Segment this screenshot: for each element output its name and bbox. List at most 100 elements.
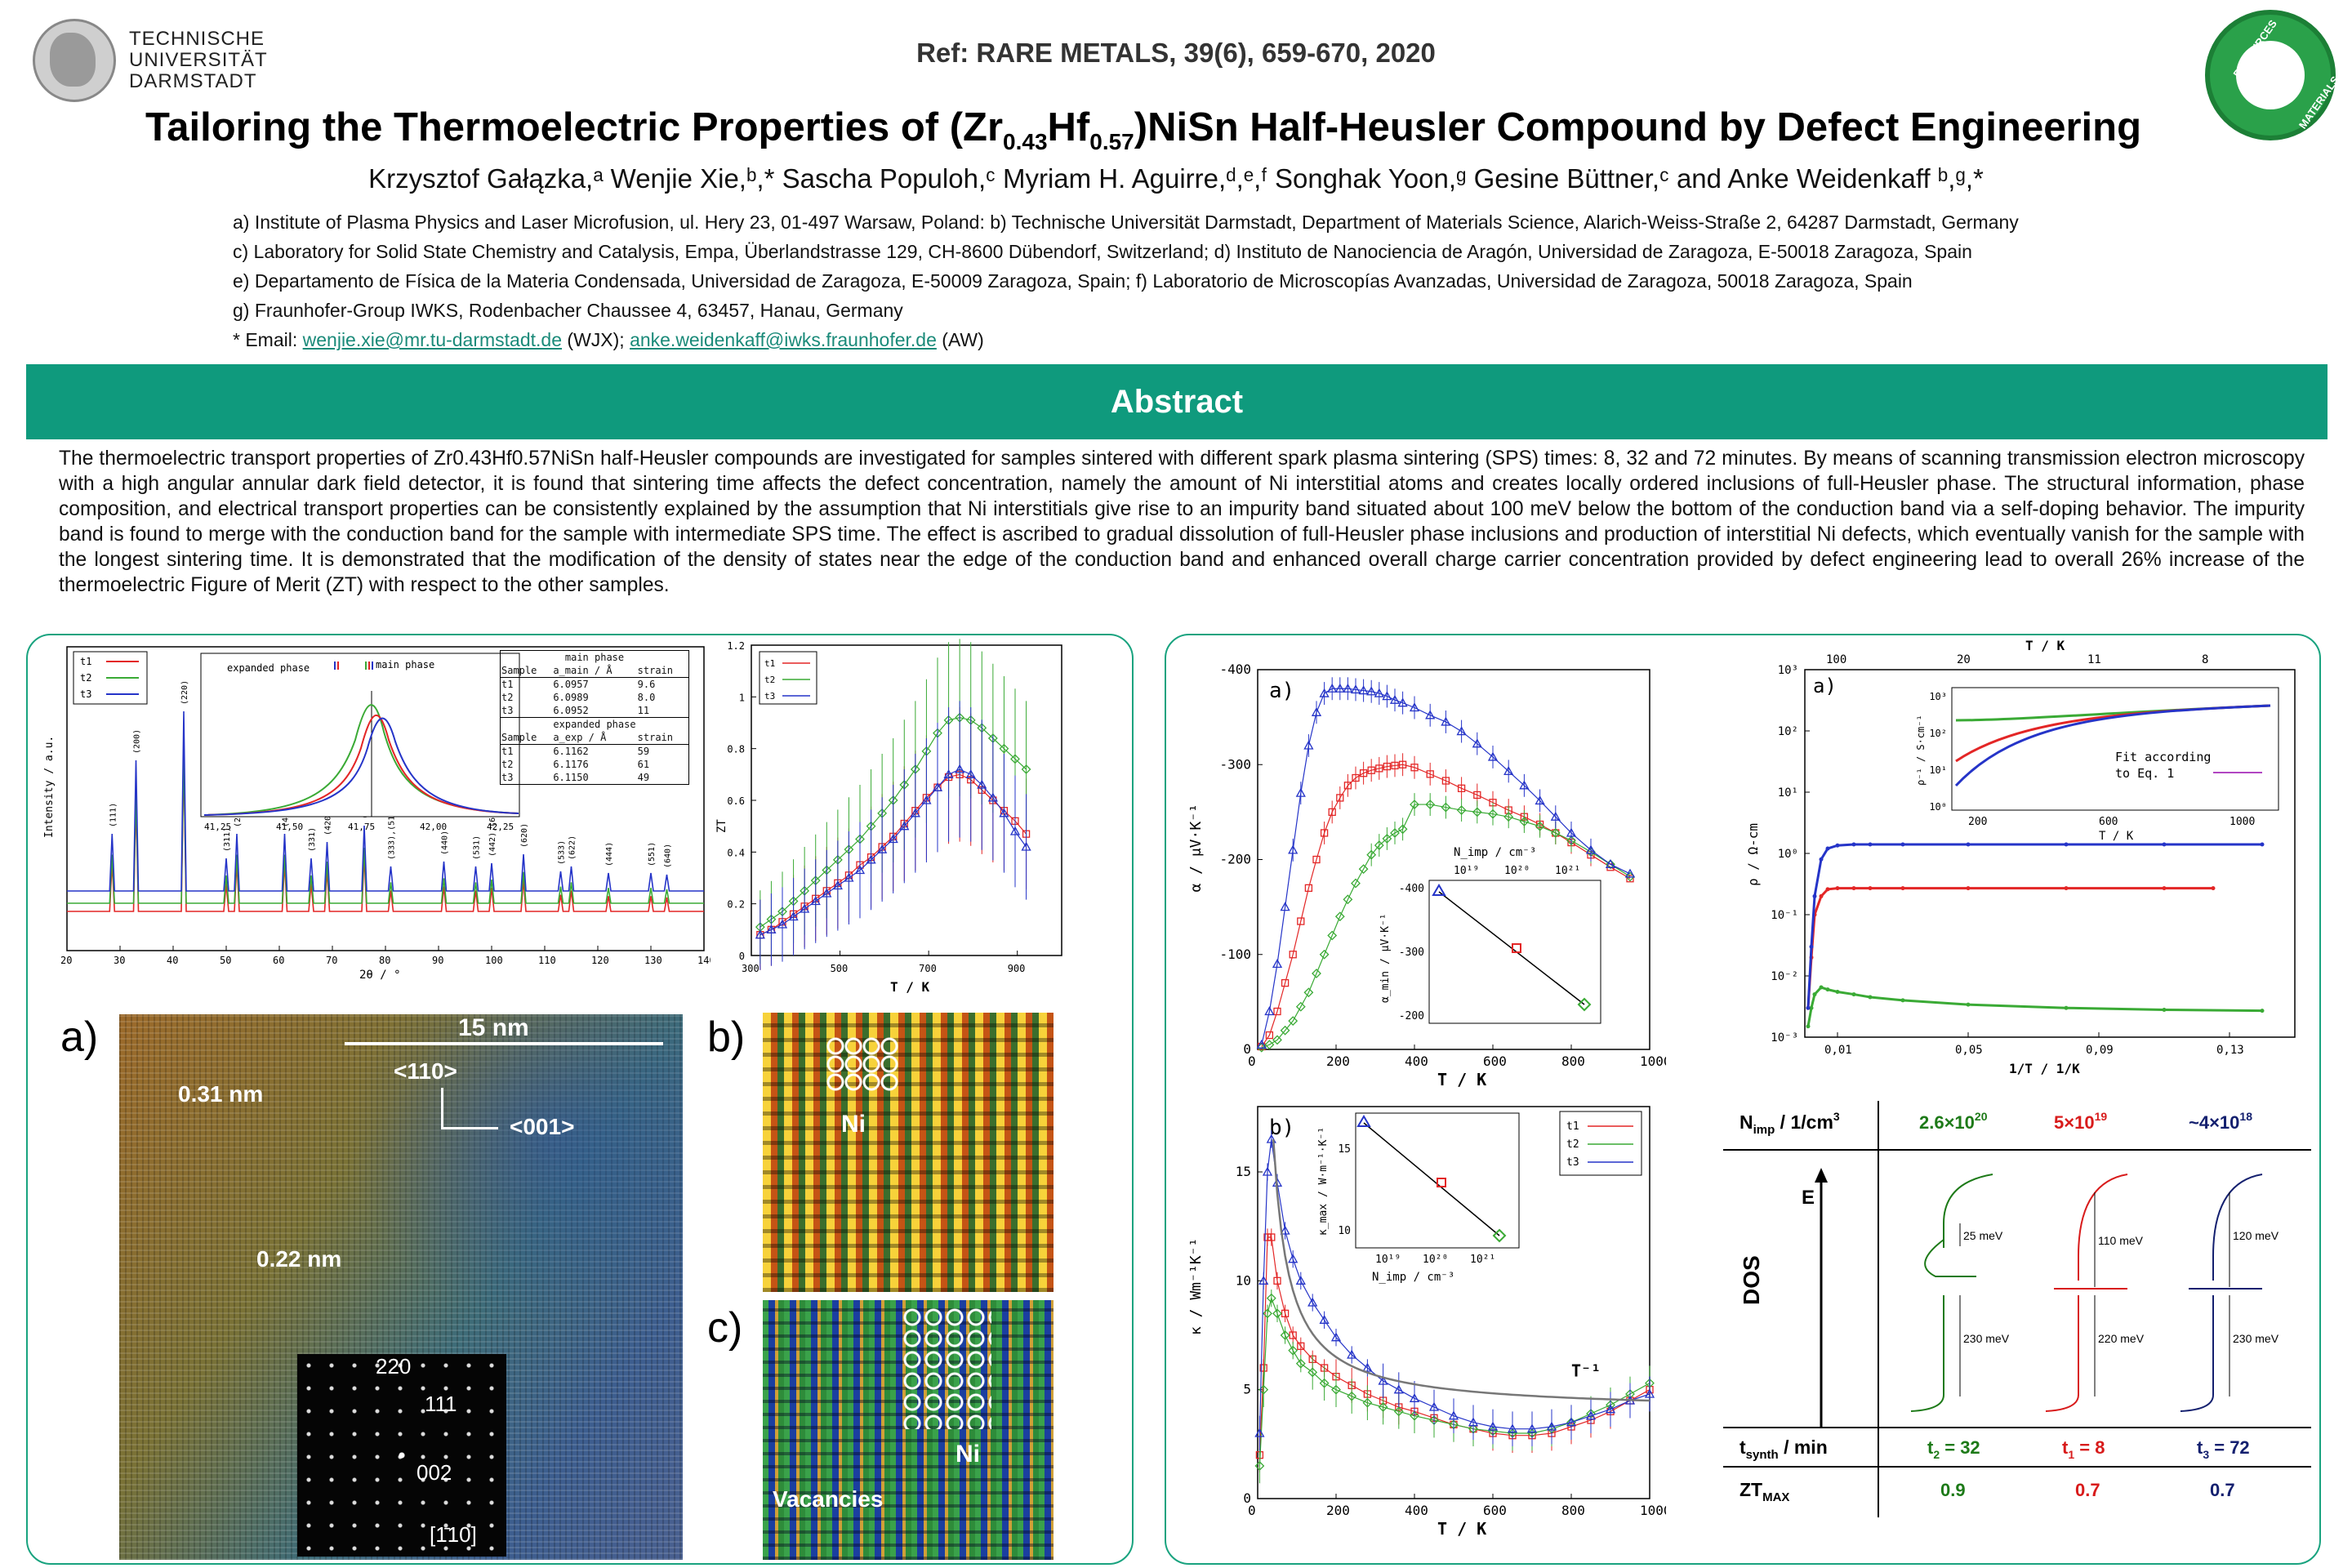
data-point-t2 [1334,911,1345,922]
zt-legend: t1 t2 t3 [759,651,817,705]
data-point-t2 [1606,859,1615,870]
data-point-t1 [1819,893,1824,898]
ytick-label: 10³ [1778,664,1798,677]
ytick-label: 0 [739,951,745,962]
data-point-t2 [1347,1391,1357,1401]
ztmax-value: 0.7 [2210,1480,2235,1500]
email-tag: (WJX); [562,329,630,350]
tsynth-t: t [1927,1437,1934,1458]
data-point-t3 [1266,1134,1276,1143]
data-point-t2 [1393,1406,1404,1417]
ytick-label: 10¹ [1778,786,1798,800]
data-point-t3 [1295,1275,1306,1285]
x-axis-label: T / K [890,979,930,995]
fft-inset: 220 111 002 [1̄10] [297,1354,506,1557]
legend-label: t1 [80,656,91,667]
data-point-t2 [1488,808,1498,819]
top-xtick-label: 100 [1826,653,1846,666]
table-cell: t3 [501,772,514,783]
dos-axis-label: DOS [1739,1255,1764,1305]
data-point-t3 [1009,826,1021,835]
data-point-t3 [1585,844,1597,854]
title-subscript: 0.43 [1003,128,1048,154]
xrd-peak-label: (622) [568,835,577,860]
xtick-label: 1000 [1640,1503,1666,1518]
data-point-t2 [1519,817,1530,826]
data-point-t3 [1409,1392,1420,1402]
data-point-t1 [1320,829,1329,837]
rare-metals-logo: RESOURCES MATERIALS [2205,10,2341,140]
table-cell: 6.1176 [553,759,589,770]
scale-label: 15 nm [458,1014,529,1041]
data-point-t3 [832,880,843,890]
legend-label: t2 [1566,1138,1579,1151]
table-header: a_main / Å [553,665,612,676]
tsynth-value: t2 = 32 [1927,1437,1980,1461]
inset-curve-t3 [1954,704,2271,787]
data-point-t2 [1390,828,1400,838]
series-line-t3 [1258,1138,1650,1434]
data-point-t1 [1825,887,1830,892]
data-point-t3 [1851,842,1856,847]
data-point-t3 [1644,1388,1655,1398]
gap-top-label: 120 meV [2233,1229,2279,1242]
xtick-label: 0,05 [1955,1044,1983,1057]
tsynth-minutes: = 8 [2074,1437,2105,1458]
ytick-label: -400 [1219,662,1251,677]
table-cell: 11 [637,705,650,716]
ni-label: Ni [841,1111,866,1138]
gap-bottom-label: 230 meV [2233,1332,2279,1345]
university-line: DARMSTADT [129,70,257,92]
tem-label-b: b) [707,1013,746,1061]
nimp-exponent: 19 [2095,1110,2108,1123]
top-xtick-label: 11 [2087,653,2101,666]
valence-band-curve [2180,1295,2214,1412]
data-point-t3 [1021,841,1031,851]
tsynth-t: t [2062,1437,2069,1458]
email-tag: (AW) [936,329,984,350]
email-link-weidenkaff[interactable]: anke.weidenkaff@iwks.fraunhofer.de [630,329,937,350]
xrd-xtick-label: 110 [538,955,556,966]
data-point-t2 [1021,764,1031,774]
xrd-xtick-label: 90 [432,955,443,966]
data-point-t3 [1448,1410,1459,1420]
data-point-t2 [1295,1358,1306,1369]
valence-band-curve [1910,1295,1944,1412]
data-point-t1 [1359,769,1368,777]
data-point-t2 [1366,849,1377,860]
rho-inset [1951,687,2279,811]
xrd-xtick-label: 140 [697,955,710,966]
xtick-label: 1000 [1640,1054,1666,1069]
email-link-xie[interactable]: wenjie.xie@mr.tu-darmstadt.de [302,329,563,350]
data-point-t2 [1835,989,1840,994]
data-point-t2 [1809,1005,1814,1010]
inset-ytick: 10 [1338,1225,1351,1237]
xtick-label: 200 [1326,1503,1350,1518]
data-point-t3 [1280,1225,1290,1235]
nimp-mantissa: 5×10 [2054,1112,2095,1133]
data-point-t3 [866,854,876,864]
data-point-t1 [1259,1364,1267,1372]
data-point-t3 [1254,1428,1265,1437]
xtick-label: 200 [1326,1054,1350,1069]
data-point-t2 [2260,1009,2265,1013]
top-xtick-label: 20 [1957,653,1971,666]
data-point-t3 [1330,1332,1342,1342]
data-point-t2 [1272,1308,1282,1319]
nimp-label: N [1740,1111,1753,1133]
data-point-t3 [1389,694,1401,704]
data-point-t3 [1256,1039,1267,1049]
data-point-t2 [1410,1410,1419,1421]
inset-ytick: 10¹ [1929,764,1947,776]
inset-xtick: 41,75 [348,822,375,832]
xrd-peak-label: (200) [133,729,142,754]
valence-band-curve [2045,1295,2079,1412]
ni-circles [902,1307,991,1429]
xrd-xtick-label: 20 [60,955,72,966]
xrd-peak-label: (551) [648,842,657,866]
legend-box [1559,1111,1642,1176]
nimp-mantissa: ~4×10 [2189,1112,2239,1133]
direction-001: <001> [510,1114,575,1139]
table-header: Sample [501,665,537,676]
xrd-inset [200,653,520,817]
